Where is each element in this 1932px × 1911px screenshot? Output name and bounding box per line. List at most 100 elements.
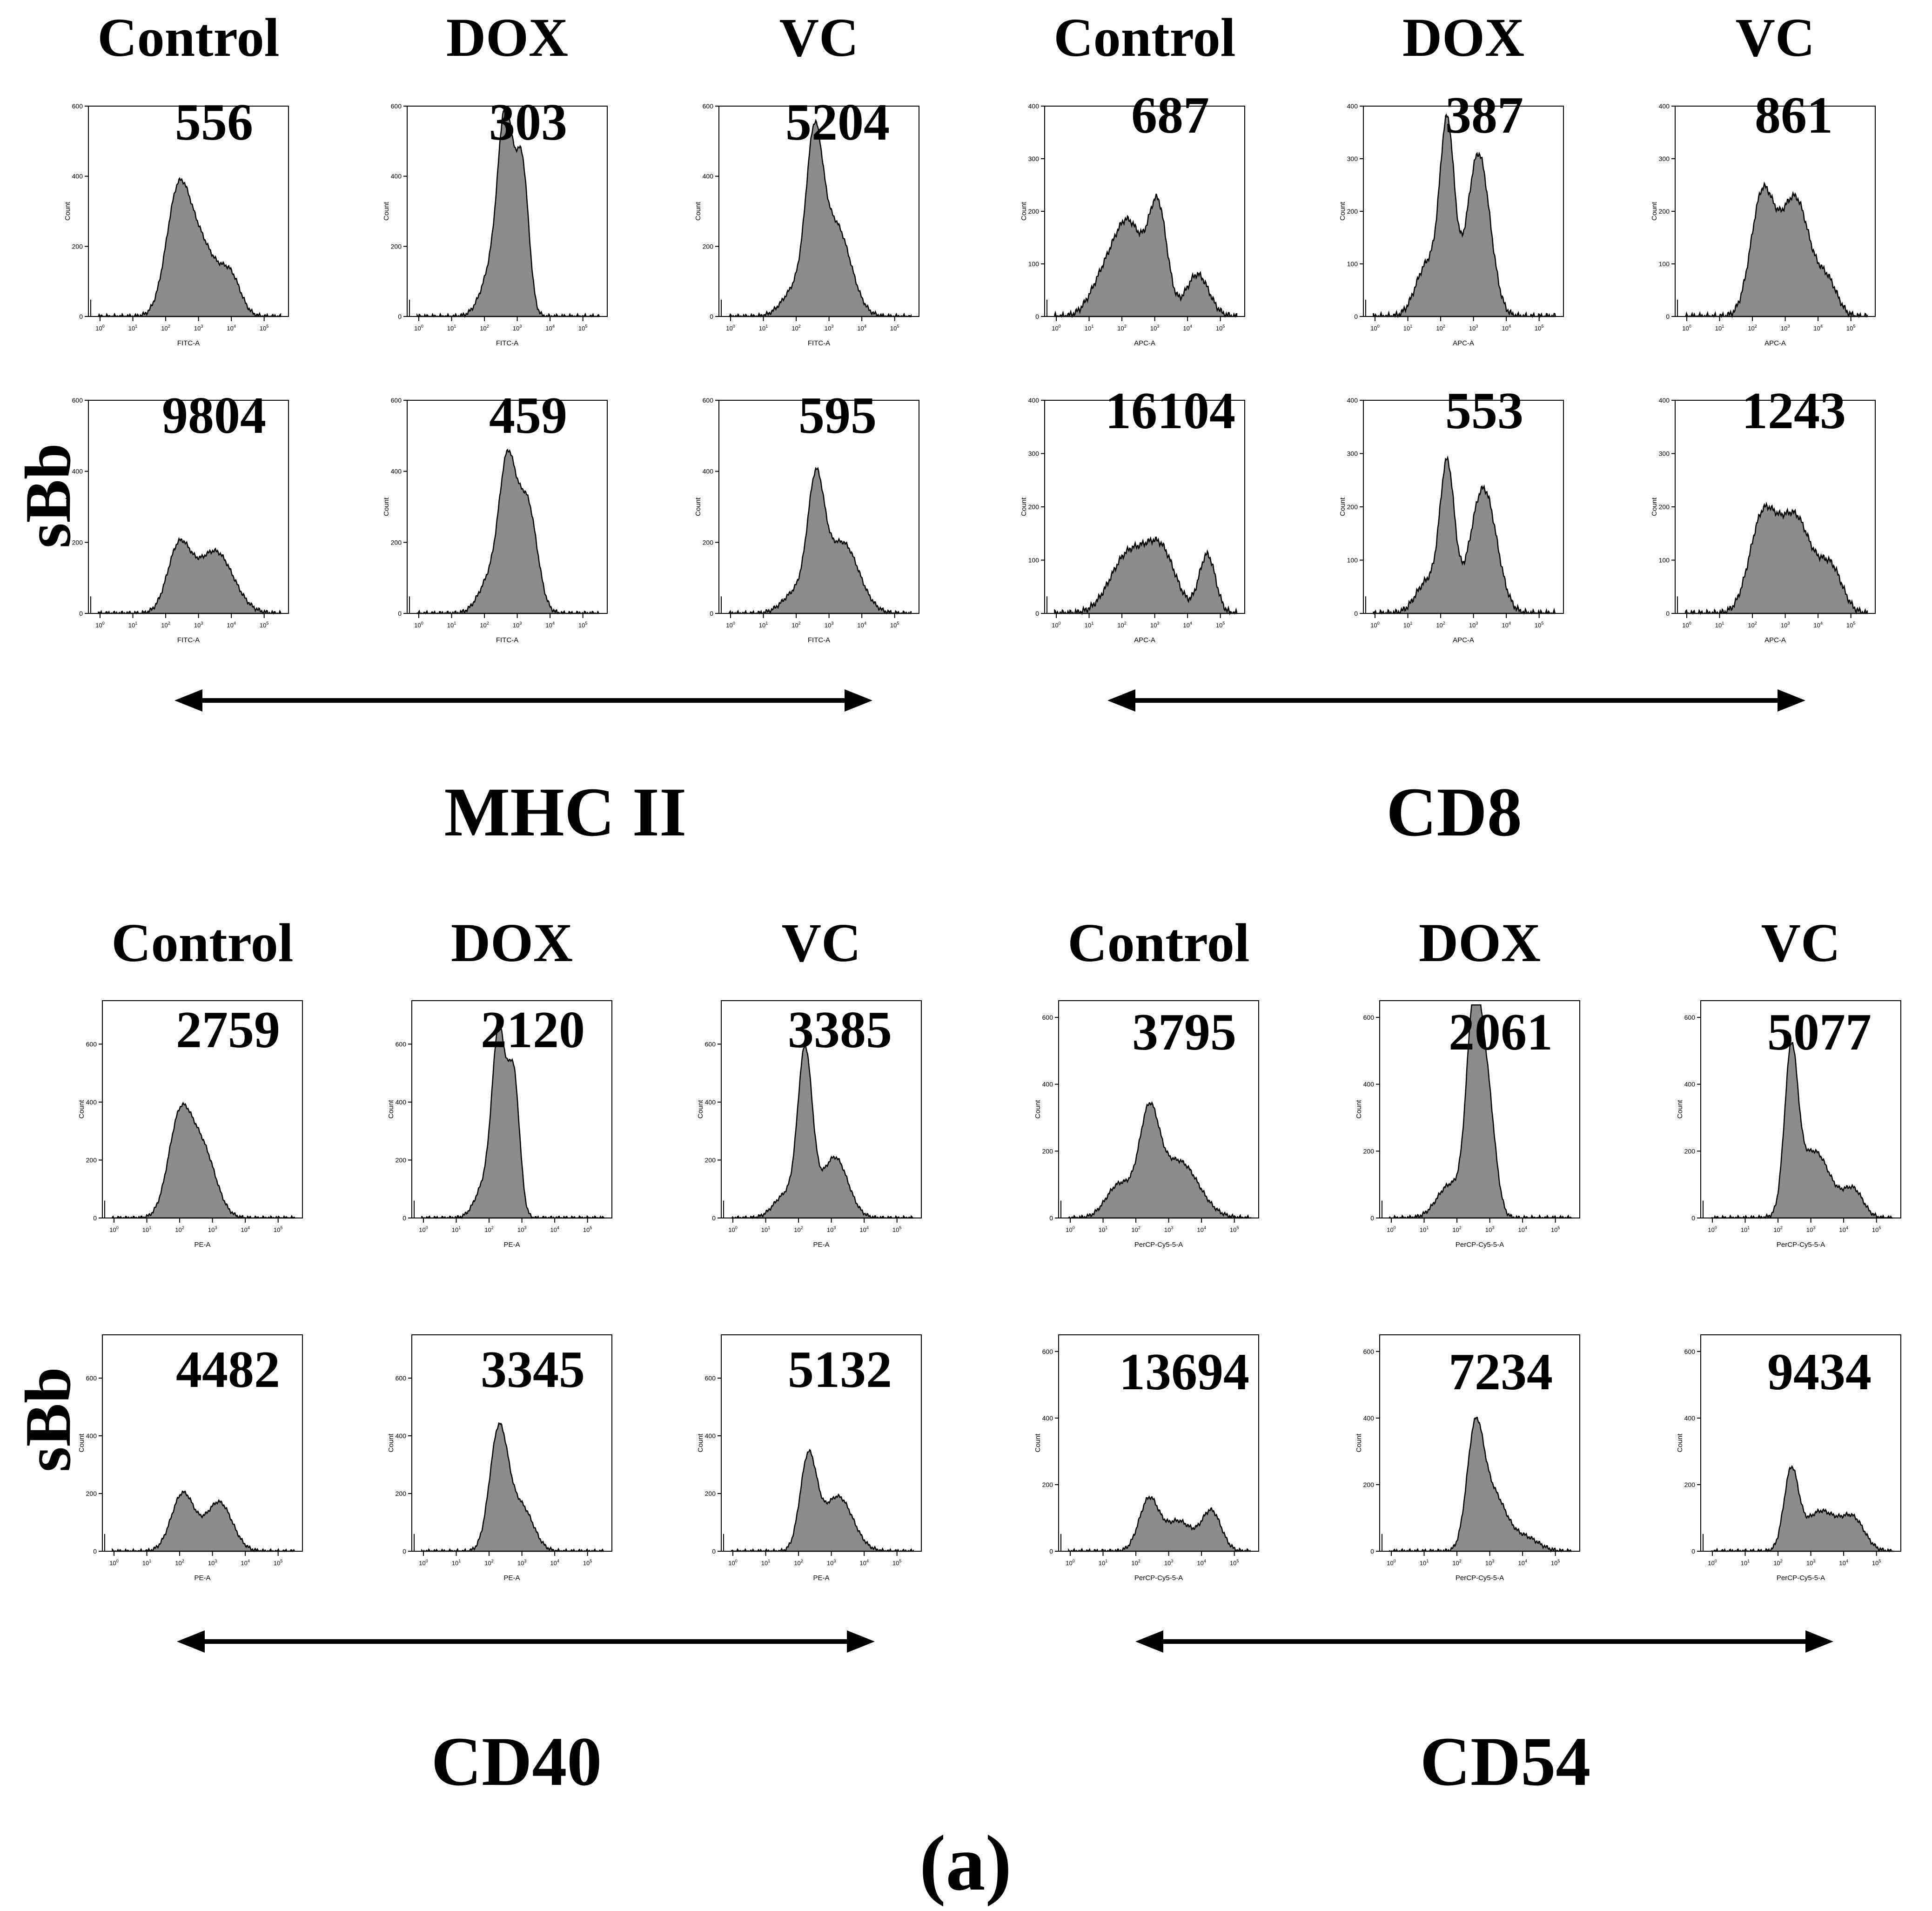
y-tick-label: 0 <box>1691 1548 1695 1555</box>
x-tick-label: 101 <box>1741 1559 1750 1567</box>
x-tick-label: 101 <box>1715 324 1724 332</box>
y-tick-label: 0 <box>79 610 83 617</box>
x-tick-label: 105 <box>274 1559 282 1567</box>
y-tick-label: 400 <box>1659 397 1670 404</box>
y-tick-label: 600 <box>1684 1014 1696 1021</box>
y-tick-label: 100 <box>1659 260 1670 268</box>
y-tick-label: 400 <box>72 468 83 475</box>
x-tick-label: 104 <box>227 621 235 629</box>
x-axis-label: FITC-A <box>177 339 200 347</box>
x-tick-label: 101 <box>1420 1559 1429 1567</box>
mfi-value: 7234 <box>1449 1343 1553 1401</box>
y-tick-label: 200 <box>1684 1481 1696 1488</box>
y-tick-label: 600 <box>72 102 83 110</box>
mfi-value: 3345 <box>481 1341 585 1399</box>
x-tick-label: 101 <box>142 1559 151 1567</box>
x-axis-label: PE-A <box>194 1241 210 1249</box>
mfi-value: 303 <box>489 94 567 151</box>
mfi-value: 687 <box>1131 87 1209 144</box>
mfi-value: 556 <box>175 94 253 151</box>
figure-label: (a) <box>919 1819 1012 1907</box>
x-tick-label: 105 <box>578 324 587 332</box>
x-tick-label: 104 <box>241 1559 249 1567</box>
group-header: Control <box>1067 912 1249 973</box>
marker-label: CD54 <box>1420 1723 1591 1800</box>
x-tick-label: 105 <box>890 324 899 332</box>
histogram-area <box>731 1448 914 1553</box>
x-tick-label: 104 <box>1502 324 1510 332</box>
mfi-value: 13694 <box>1119 1343 1249 1401</box>
y-axis-label: Count <box>387 1100 395 1119</box>
y-tick-label: 400 <box>396 1098 407 1106</box>
x-tick-label: 103 <box>208 1225 217 1233</box>
x-tick-label: 103 <box>513 621 522 629</box>
y-tick-label: 300 <box>1347 450 1358 458</box>
y-tick-label: 400 <box>1028 397 1040 404</box>
y-tick-label: 100 <box>1028 557 1040 564</box>
y-tick-label: 300 <box>1659 155 1670 162</box>
y-axis-label: Count <box>1676 1433 1684 1453</box>
mfi-value: 5077 <box>1767 1003 1872 1061</box>
mfi-value: 387 <box>1445 87 1523 144</box>
x-tick-label: 104 <box>857 324 866 332</box>
y-tick-label: 400 <box>391 468 402 475</box>
x-tick-label: 105 <box>1230 1225 1239 1233</box>
x-tick-label: 103 <box>827 1225 836 1233</box>
x-tick-label: 100 <box>728 1559 737 1567</box>
x-tick-label: 104 <box>857 621 866 629</box>
y-tick-label: 100 <box>1347 557 1358 564</box>
y-tick-label: 0 <box>79 313 83 320</box>
y-tick-label: 400 <box>1659 102 1670 110</box>
x-tick-label: 102 <box>175 1225 184 1233</box>
x-tick-label: 100 <box>419 1559 428 1567</box>
y-tick-label: 300 <box>1028 450 1040 458</box>
mfi-value: 5204 <box>785 94 890 151</box>
x-tick-label: 102 <box>1117 324 1126 332</box>
double-headed-arrow <box>1135 1630 1833 1653</box>
x-tick-label: 103 <box>1150 621 1159 629</box>
x-tick-label: 103 <box>1469 324 1478 332</box>
x-tick-label: 104 <box>550 1225 559 1233</box>
x-tick-label: 104 <box>545 324 554 332</box>
histogram-panel: 0 200 400 600 Count 100 101 102 103 104 105 PerCP-C… <box>1676 1000 1901 1249</box>
y-tick-label: 300 <box>1659 450 1670 458</box>
y-tick-label: 0 <box>1354 313 1358 320</box>
x-tick-label: 100 <box>726 324 735 332</box>
y-axis-label: Count <box>1020 202 1028 221</box>
x-axis-label: PE-A <box>503 1574 520 1582</box>
x-tick-label: 101 <box>1085 324 1093 332</box>
y-tick-label: 200 <box>705 1490 716 1497</box>
x-axis-label: FITC-A <box>177 636 200 644</box>
y-tick-label: 0 <box>1370 1214 1374 1222</box>
histogram-panel: 0 200 400 600 Count 100 101 102 103 104 105 PE-A 513… <box>697 1334 922 1582</box>
histogram-panel: 0 200 400 600 Count 100 101 102 103 104 105 FITC-A 3… <box>382 94 608 347</box>
x-axis-label: APC-A <box>1134 636 1155 644</box>
x-tick-label: 103 <box>194 621 203 629</box>
y-tick-label: 200 <box>1347 503 1358 511</box>
x-tick-label: 102 <box>161 324 170 332</box>
x-tick-label: 103 <box>1781 621 1790 629</box>
y-tick-label: 400 <box>391 173 402 180</box>
x-tick-label: 102 <box>1131 1559 1140 1567</box>
y-tick-label: 200 <box>1659 503 1670 511</box>
y-tick-label: 200 <box>86 1490 97 1497</box>
x-axis-label: PerCP-Cy5-5-A <box>1456 1574 1504 1582</box>
x-tick-label: 101 <box>128 621 137 629</box>
mfi-value: 2061 <box>1449 1003 1553 1061</box>
mfi-value: 3795 <box>1132 1003 1236 1061</box>
group-header: VC <box>779 7 859 68</box>
histogram-panel: 0 200 400 600 Count 100 101 102 103 104 105 PerCP-C… <box>1676 1334 1901 1582</box>
y-tick-label: 200 <box>1684 1147 1696 1155</box>
y-tick-label: 0 <box>1666 610 1670 617</box>
y-tick-label: 600 <box>1363 1348 1375 1355</box>
mfi-value: 9434 <box>1767 1343 1872 1401</box>
y-tick-label: 300 <box>1028 155 1040 162</box>
x-tick-label: 100 <box>1370 324 1379 332</box>
y-tick-label: 400 <box>703 468 714 475</box>
x-tick-label: 102 <box>1773 1559 1782 1567</box>
x-axis-label: APC-A <box>1764 636 1786 644</box>
y-tick-label: 400 <box>703 173 714 180</box>
y-axis-label: Count <box>697 1100 704 1119</box>
histogram-area <box>1373 455 1556 615</box>
